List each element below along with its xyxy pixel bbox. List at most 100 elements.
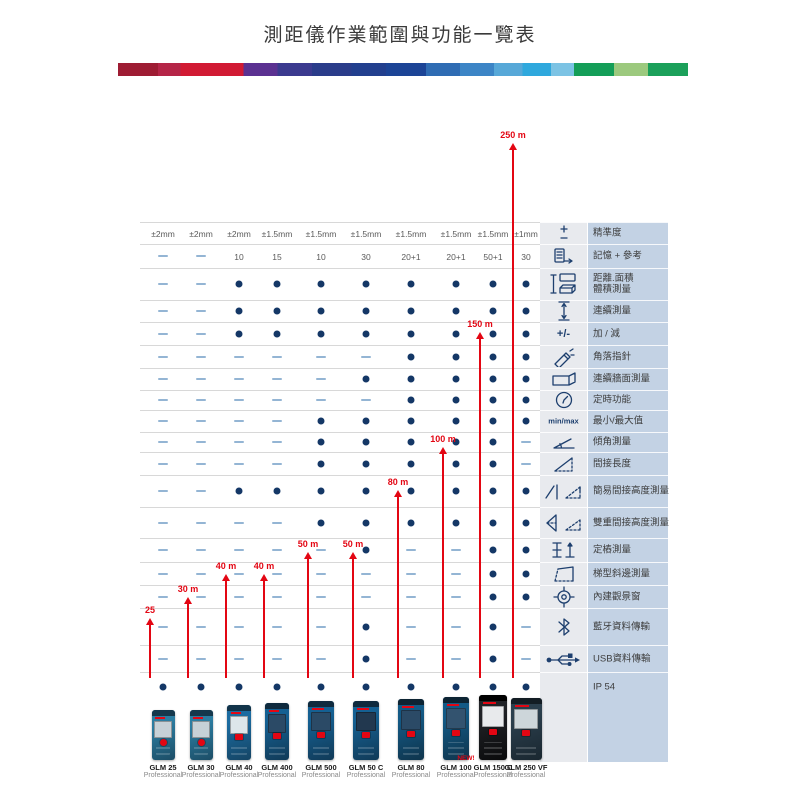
product-name: GLM 40	[225, 763, 253, 772]
bluetooth-icon	[556, 616, 572, 638]
brand-gradient-bar	[118, 63, 688, 76]
feature-cell	[489, 396, 497, 404]
feature-cell: 50+1	[483, 247, 502, 265]
spec-value: ±1mm	[514, 229, 538, 239]
feature-dot	[407, 330, 415, 337]
feature-dot	[362, 280, 370, 288]
row-separator	[140, 322, 540, 323]
feature-cell	[407, 438, 415, 446]
feature-dot	[235, 307, 243, 315]
feature-cell	[489, 655, 497, 662]
feature-cell	[234, 521, 244, 524]
feature-cell	[489, 307, 497, 315]
feature-cell	[361, 572, 371, 575]
row-separator	[540, 507, 668, 508]
feature-dot	[452, 417, 460, 425]
feature-dot	[522, 519, 530, 526]
feature-cell	[234, 572, 244, 575]
simple-indirect-height-icon	[544, 481, 584, 501]
feature-dot	[407, 487, 415, 495]
feature-dot	[452, 519, 460, 526]
feature-label: 角落指針	[593, 351, 632, 362]
feature-dash	[406, 657, 416, 660]
feature-cell	[158, 399, 168, 401]
feature-label: 藍牙資料傳輸	[593, 621, 651, 632]
feature-dot	[362, 375, 370, 383]
feature-cell	[235, 487, 243, 495]
feature-dot	[407, 280, 415, 288]
device-top-cap	[443, 697, 469, 703]
feature-dash	[158, 625, 168, 628]
spec-value: 20+1	[401, 252, 421, 262]
feature-dash	[521, 657, 531, 660]
feature-dash	[316, 572, 326, 575]
feature-cell	[406, 549, 416, 551]
feature-dash	[158, 355, 168, 358]
feature-dash	[272, 549, 282, 551]
feature-cell	[197, 683, 205, 691]
feature-dot	[362, 460, 370, 467]
product-name: GLM 250 VF	[504, 763, 548, 772]
feature-cell	[317, 460, 325, 467]
device-keypad	[447, 742, 465, 755]
feature-cell	[451, 572, 461, 575]
double-indirect-height-icon	[544, 512, 584, 534]
feature-cell: 30	[521, 247, 530, 265]
feature-dot	[522, 683, 530, 691]
row-separator	[140, 507, 540, 508]
range-arrow-head	[439, 447, 447, 454]
feature-dot	[362, 417, 370, 425]
feature-dash	[158, 657, 168, 660]
device-screen	[192, 721, 210, 738]
device-keypad	[516, 743, 536, 755]
feature-dot	[489, 280, 497, 288]
range-label: 40 m	[215, 561, 237, 571]
row-separator	[540, 562, 668, 563]
range-label: 30 m	[177, 584, 199, 594]
feature-cell	[317, 487, 325, 495]
device-top-cap	[510, 698, 542, 704]
feature-dash	[196, 521, 206, 524]
bosch-logo-strip	[268, 710, 280, 712]
feature-dot	[489, 683, 497, 691]
product-subtitle: Professional	[181, 772, 221, 779]
feature-dash	[158, 255, 168, 257]
product-image	[151, 710, 175, 760]
product-subtitle: Professional	[436, 772, 476, 779]
device-red-button	[273, 733, 281, 739]
feature-dash	[158, 441, 168, 443]
feature-cell	[316, 657, 326, 660]
feature-label: 雙重間接高度測量	[593, 517, 670, 528]
spec-value: 20+1	[446, 252, 466, 262]
feature-dash	[196, 625, 206, 628]
feature-cell	[361, 399, 371, 401]
device-top-cap	[353, 701, 379, 707]
feature-dash	[158, 595, 168, 598]
feature-dash	[234, 521, 244, 524]
feature-dot	[407, 375, 415, 383]
feature-cell	[452, 460, 460, 467]
feature-cell	[158, 572, 168, 575]
continuous-measure-icon	[555, 300, 573, 322]
feature-cell	[234, 441, 244, 443]
feature-dash	[451, 657, 461, 660]
spec-value: 10	[316, 252, 326, 262]
feature-dot	[235, 487, 243, 495]
device-top-cap	[398, 699, 424, 705]
feature-dot	[489, 460, 497, 467]
row-separator	[140, 432, 540, 433]
row-separator	[140, 390, 540, 391]
range-arrow-line	[512, 149, 514, 678]
feature-cell	[272, 595, 282, 598]
feature-cell	[196, 595, 206, 598]
feature-dash	[158, 310, 168, 312]
device-screen	[514, 709, 538, 729]
feature-cell	[362, 330, 370, 337]
product-name: GLM 500	[305, 763, 337, 772]
feature-dot	[273, 487, 281, 495]
row-separator	[140, 672, 540, 673]
device-red-button	[197, 739, 205, 746]
feature-cell	[362, 307, 370, 315]
feature-cell	[158, 490, 168, 492]
row-separator	[540, 608, 668, 609]
